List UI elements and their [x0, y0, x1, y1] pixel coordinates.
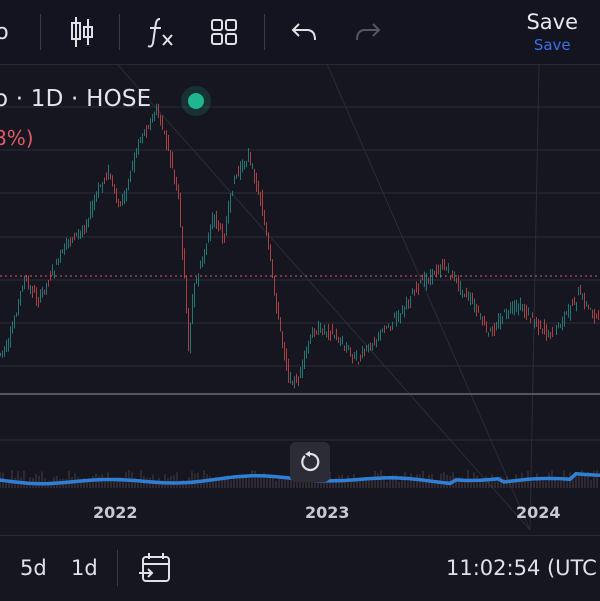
- bottom-bar: 5d 1d 11:02:54 (UTC: [0, 535, 600, 601]
- save-button[interactable]: Save Save: [526, 8, 578, 54]
- save-sub-label: Save: [533, 36, 571, 54]
- grid-line: [529, 63, 540, 531]
- undo-icon: [291, 23, 316, 41]
- symbol-legend[interactable]: o · 1D · HOSE: [0, 86, 152, 112]
- goto-date-button[interactable]: [138, 551, 172, 590]
- partial-toolbar-button[interactable]: o: [0, 10, 12, 54]
- toolbar-divider: [264, 14, 265, 50]
- price-change-text: 8%): [0, 126, 34, 150]
- calendar-goto-icon: [139, 553, 170, 582]
- redo-button[interactable]: [348, 10, 388, 54]
- redo-icon: [356, 23, 381, 41]
- range-5d-button[interactable]: 5d: [20, 556, 47, 580]
- toolbar-divider: [119, 14, 120, 50]
- chart-type-button[interactable]: [62, 10, 102, 54]
- grid-line: [116, 63, 531, 531]
- grid-icon: [211, 19, 237, 45]
- layout-button[interactable]: [204, 10, 244, 54]
- reset-icon: [301, 451, 320, 472]
- reset-chart-button[interactable]: [290, 442, 330, 482]
- partial-glyph: o: [0, 19, 9, 45]
- save-label: Save: [526, 10, 578, 34]
- x-tick-2024: 2024: [516, 503, 561, 522]
- toolbar-divider: [40, 14, 41, 50]
- fx-icon: [147, 18, 173, 48]
- x-tick-2022: 2022: [93, 503, 138, 522]
- indicators-button[interactable]: [140, 10, 180, 54]
- bottom-divider: [117, 550, 118, 586]
- clock-timezone[interactable]: 11:02:54 (UTC: [446, 556, 597, 580]
- top-toolbar: o: [0, 0, 600, 65]
- live-status-dot: [181, 86, 211, 116]
- x-tick-2023: 2023: [305, 503, 350, 522]
- candles-icon: [71, 17, 93, 47]
- undo-button[interactable]: [284, 10, 324, 54]
- range-1d-button[interactable]: 1d: [71, 556, 98, 580]
- grid-line: [326, 63, 531, 531]
